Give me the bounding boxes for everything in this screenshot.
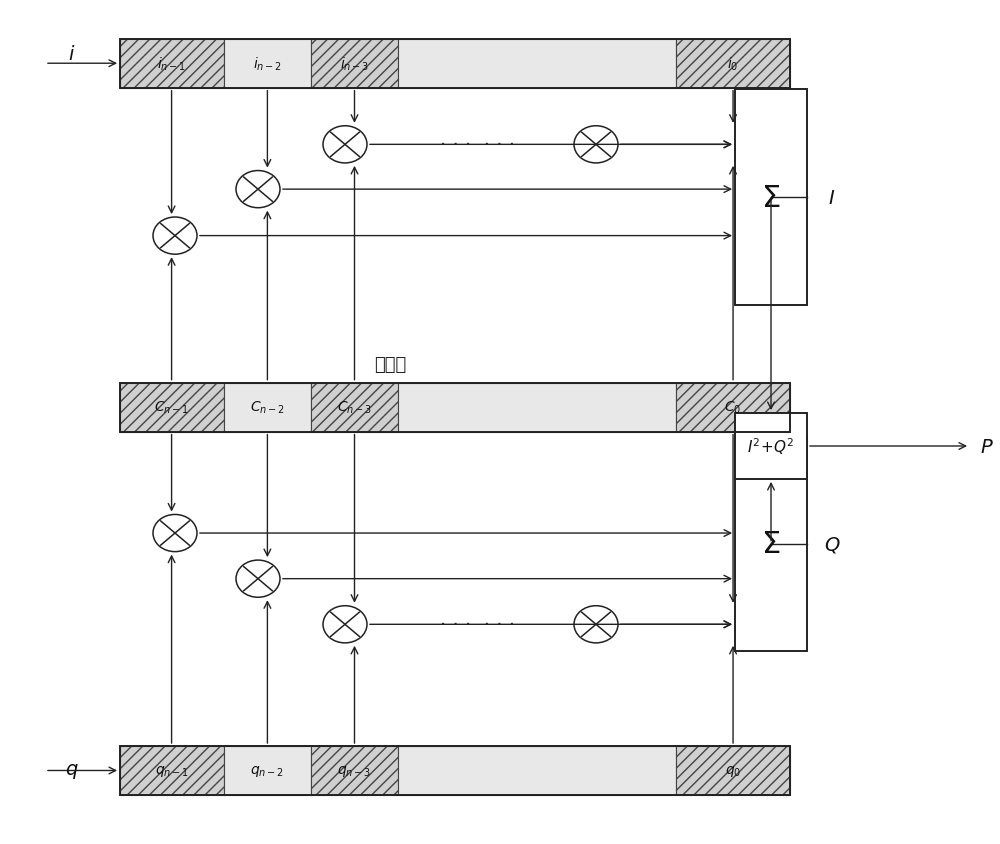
Text: $C_{n-1}$: $C_{n-1}$ bbox=[154, 399, 189, 416]
Bar bbox=[311, 746, 398, 795]
Bar bbox=[120, 746, 790, 795]
Text: $\Sigma$: $\Sigma$ bbox=[761, 183, 781, 213]
Bar bbox=[224, 746, 311, 795]
Bar bbox=[120, 40, 224, 89]
Bar bbox=[311, 383, 398, 432]
Circle shape bbox=[236, 171, 280, 208]
Text: $i_{n-1}$: $i_{n-1}$ bbox=[157, 56, 187, 73]
Text: $\Sigma$: $\Sigma$ bbox=[761, 529, 781, 559]
Text: $C_{n-2}$: $C_{n-2}$ bbox=[250, 399, 285, 416]
Text: · · ·  · · ·: · · · · · · bbox=[440, 136, 516, 154]
Text: $q_{n-2}$: $q_{n-2}$ bbox=[250, 763, 284, 778]
Text: $P$: $P$ bbox=[980, 437, 994, 456]
Text: 本地码: 本地码 bbox=[374, 355, 406, 374]
Circle shape bbox=[323, 127, 367, 164]
Bar bbox=[120, 746, 224, 795]
Text: $i$: $i$ bbox=[68, 46, 76, 64]
Bar bbox=[735, 436, 807, 652]
Text: $i_0$: $i_0$ bbox=[727, 56, 739, 73]
Bar bbox=[120, 383, 224, 432]
Bar bbox=[398, 40, 676, 89]
Circle shape bbox=[236, 560, 280, 598]
Circle shape bbox=[323, 606, 367, 643]
Text: $q_0$: $q_0$ bbox=[725, 763, 741, 778]
Bar bbox=[735, 90, 807, 306]
Circle shape bbox=[153, 218, 197, 255]
Text: · · ·  · · ·: · · · · · · bbox=[440, 615, 516, 634]
Text: $I^2\!+\!Q^2$: $I^2\!+\!Q^2$ bbox=[747, 436, 795, 457]
Text: $q$: $q$ bbox=[65, 761, 79, 780]
Text: $q_{n-3}$: $q_{n-3}$ bbox=[337, 763, 372, 778]
Text: $C_{n-3}$: $C_{n-3}$ bbox=[337, 399, 372, 416]
Text: $i_{n-2}$: $i_{n-2}$ bbox=[253, 56, 282, 73]
Bar bbox=[398, 746, 676, 795]
Bar bbox=[676, 383, 790, 432]
Bar bbox=[224, 40, 311, 89]
Bar bbox=[224, 383, 311, 432]
Circle shape bbox=[153, 515, 197, 552]
Text: $q_{n-1}$: $q_{n-1}$ bbox=[155, 763, 189, 778]
Bar bbox=[120, 383, 790, 432]
Bar bbox=[311, 40, 398, 89]
Bar bbox=[120, 40, 790, 89]
Text: $C_0$: $C_0$ bbox=[724, 399, 742, 416]
Text: $i_{n-3}$: $i_{n-3}$ bbox=[340, 56, 369, 73]
Circle shape bbox=[574, 127, 618, 164]
Circle shape bbox=[574, 606, 618, 643]
Text: $Q$: $Q$ bbox=[824, 534, 840, 554]
Bar bbox=[398, 383, 676, 432]
Bar bbox=[676, 746, 790, 795]
Bar bbox=[676, 40, 790, 89]
Bar bbox=[735, 414, 807, 479]
Text: $I$: $I$ bbox=[828, 188, 836, 208]
